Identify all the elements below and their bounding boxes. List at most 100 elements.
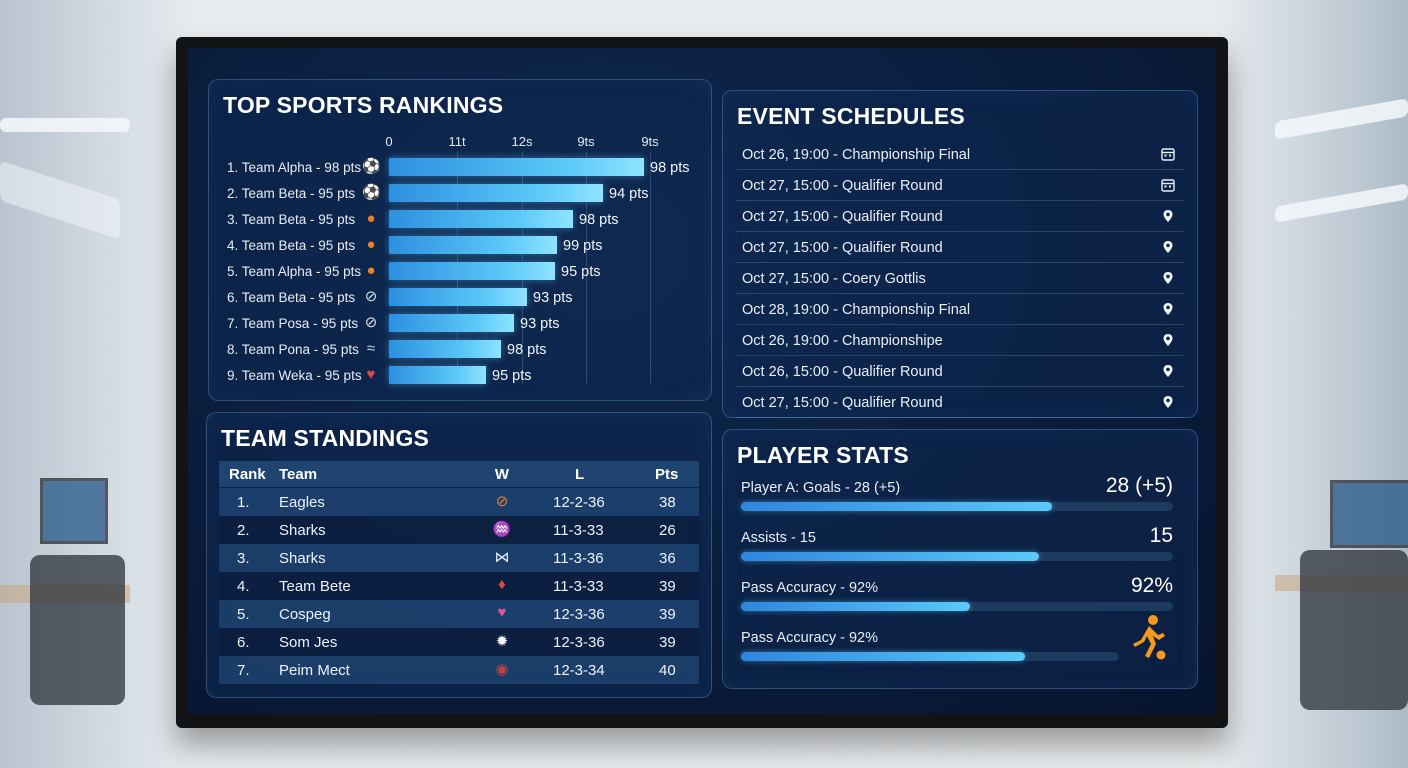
schedule-text: Oct 27, 15:00 - Qualifier Round (742, 240, 943, 256)
ranking-row[interactable]: 6. Team Beta - 95 pts ⊘ 93 pts (209, 286, 699, 310)
ranking-value: 93 pts (520, 316, 560, 332)
team-cell: Peim Mect (279, 662, 350, 679)
schedule-row[interactable]: Oct 27, 15:00 - Qualifier Round (735, 387, 1185, 418)
location-pin-icon[interactable] (1161, 333, 1175, 347)
schedule-text: Oct 26, 19:00 - Championshipe (742, 333, 943, 349)
points-cell: 38 (659, 494, 676, 511)
schedule-title: EVENT SCHEDULES (737, 103, 965, 129)
table-row[interactable]: 4. Team Bete ♦ 11-3-33 39 (219, 572, 699, 600)
ranking-row[interactable]: 1. Team Alpha - 98 pts ⚽ 98 pts (209, 156, 699, 180)
tennis-racket-icon: ⊘ (364, 314, 378, 331)
record-cell: 12-3-34 (553, 662, 605, 679)
table-row[interactable]: 1. Eagles ⊘ 12-2-36 38 (219, 488, 699, 516)
location-pin-icon[interactable] (1161, 364, 1175, 378)
location-pin-icon[interactable] (1161, 271, 1175, 285)
table-row[interactable]: 2. Sharks ♒ 11-3-33 26 (219, 516, 699, 544)
basketball-icon: ● (366, 262, 376, 279)
team-crest-icon: ♥ (366, 366, 376, 383)
stat-label: Player A: Goals - 28 (+5) (741, 480, 901, 496)
table-row[interactable]: 5. Cospeg ♥ 12-3-36 39 (219, 600, 699, 628)
axis-tick-label: 0 (385, 134, 393, 149)
points-cell: 26 (659, 522, 676, 539)
stat-bar-track (741, 552, 1173, 561)
star-burst-logo-icon: ✹ (495, 633, 509, 650)
schedule-text: Oct 27, 15:00 - Coery Gottlis (742, 271, 926, 287)
header-w[interactable]: W (494, 466, 510, 483)
record-cell: 11-3-33 (553, 578, 604, 595)
table-row[interactable]: 3. Sharks ⋈ 11-3-36 36 (219, 544, 699, 572)
ranking-row[interactable]: 4. Team Beta - 95 pts ● 99 pts (209, 234, 699, 258)
shark-logo-icon: ♒ (492, 521, 512, 538)
points-cell: 39 (659, 606, 676, 623)
location-pin-icon[interactable] (1161, 395, 1175, 409)
player-stats-title: PLAYER STATS (737, 442, 909, 468)
calendar-icon[interactable] (1161, 147, 1175, 161)
schedule-text: Oct 27, 15:00 - Qualifier Round (742, 178, 943, 194)
ranking-row[interactable]: 8. Team Pona - 95 pts ≈98 pts (209, 338, 699, 362)
tennis-racket-icon: ⊘ (364, 288, 378, 305)
ranking-label: 9. Team Weka - 95 pts (227, 368, 362, 383)
header-team[interactable]: Team (279, 466, 318, 483)
schedule-row[interactable]: Oct 27, 15:00 - Coery Gottlis (735, 263, 1185, 294)
ranking-label: 7. Team Posa - 95 pts (227, 316, 359, 331)
schedule-row[interactable]: Oct 26, 19:00 - Championship Final (735, 139, 1185, 170)
schedule-text: Oct 26, 19:00 - Championship Final (742, 147, 971, 163)
header-rank[interactable]: Rank (229, 466, 266, 483)
ranking-value: 98 pts (507, 342, 547, 358)
schedule-row[interactable]: Oct 28, 19:00 - Championship Final (735, 294, 1185, 325)
ranking-value: 99 pts (563, 238, 603, 254)
display-monitor: TOP SPORTS RANKINGS 0 11t 12s 9ts 9ts 1. Tea… (176, 37, 1228, 728)
round-logo-icon: ◉ (495, 661, 509, 678)
location-pin-icon[interactable] (1161, 240, 1175, 254)
schedule-row[interactable]: Oct 27, 15:00 - Qualifier Round (735, 201, 1185, 232)
basketball-icon: ● (366, 236, 376, 253)
wings-logo-icon: ♦ (498, 576, 506, 593)
table-row[interactable]: 6. Som Jes ✹ 12-3-36 39 (219, 628, 699, 656)
ceiling-light (1275, 183, 1408, 223)
soccer-ball-icon: ⚽ (362, 184, 381, 201)
schedule-row[interactable]: Oct 26, 19:00 - Championshipe (735, 325, 1185, 356)
stat-value: 15 (1149, 524, 1173, 547)
ranking-label: 4. Team Beta - 95 pts (227, 238, 356, 253)
stat-value: 92% (1130, 574, 1173, 597)
rank-cell: 5. (237, 606, 250, 623)
header-pts[interactable]: Pts (655, 466, 679, 483)
stat-label: Pass Accuracy - 92% (741, 630, 878, 646)
racket-logo-icon: ⊘ (495, 493, 509, 510)
rank-cell: 7. (237, 662, 250, 679)
table-row[interactable]: 7. Peim Mect ◉ 12-3-34 40 (219, 656, 699, 684)
schedule-row[interactable]: Oct 27, 15:00 - Qualifier Round (735, 232, 1185, 263)
axis-tick-label: 11t (448, 134, 466, 149)
location-pin-icon[interactable] (1161, 302, 1175, 316)
standings-panel: TEAM STANDINGS Rank Team W L Pts 1. Eagle… (206, 412, 712, 698)
schedule-row[interactable]: Oct 27, 15:00 - Qualifier Round (735, 170, 1185, 201)
rankings-panel: TOP SPORTS RANKINGS 0 11t 12s 9ts 9ts 1. Tea… (208, 79, 712, 401)
points-cell: 36 (659, 550, 676, 567)
stat-bar-track (741, 502, 1173, 511)
ranking-bar (389, 184, 603, 202)
stat-bar-fill (741, 502, 1052, 511)
location-pin-icon[interactable] (1161, 209, 1175, 223)
ranking-bar (389, 288, 527, 306)
record-cell: 12-2-36 (553, 494, 605, 511)
ranking-row[interactable]: 9. Team Weka - 95 pts ♥ 95 pts (209, 364, 699, 388)
standings-header: Rank Team W L Pts (219, 461, 699, 487)
background-chair (30, 555, 125, 705)
ranking-value: 94 pts (609, 186, 649, 202)
ceiling-light (1275, 98, 1408, 140)
schedule-row[interactable]: Oct 26, 15:00 - Qualifier Round (735, 356, 1185, 387)
ranking-value: 95 pts (561, 264, 601, 280)
header-l[interactable]: L (575, 466, 585, 483)
ranking-bar (389, 340, 501, 358)
ceiling-light (0, 118, 130, 132)
bird-logo-icon: ♥ (497, 604, 507, 621)
ranking-bar (389, 158, 644, 176)
ranking-row[interactable]: 2. Team Beta - 95 pts ⚽ 94 pts (209, 182, 699, 206)
background-monitor (1330, 480, 1408, 548)
ranking-row[interactable]: 7. Team Posa - 95 pts ⊘ 93 pts (209, 312, 699, 336)
ranking-row[interactable]: 3. Team Beta - 95 pts ● 98 pts (209, 208, 699, 232)
ranking-row[interactable]: 5. Team Alpha - 95 pts ● 95 pts (209, 260, 699, 284)
record-cell: 11-3-33 (553, 522, 604, 539)
schedule-text: Oct 27, 15:00 - Qualifier Round (742, 209, 943, 225)
calendar-icon[interactable] (1161, 178, 1175, 192)
